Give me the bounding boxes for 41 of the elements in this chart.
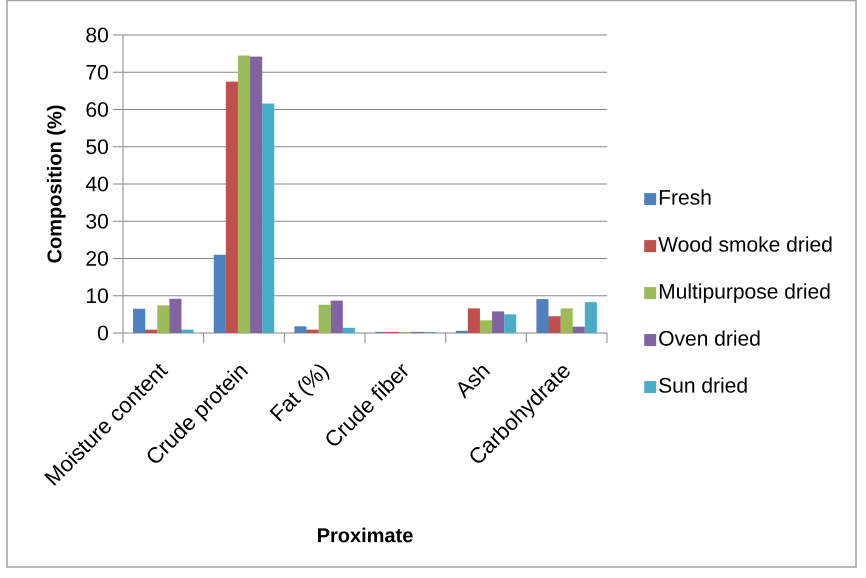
x-tick-label: Fat (%) [270, 364, 330, 422]
bar [250, 56, 262, 333]
bar [226, 82, 238, 333]
bar [492, 311, 504, 333]
y-axis-title: Composition (%) [46, 106, 66, 263]
bar [480, 320, 492, 333]
bar [181, 330, 194, 333]
y-tick-label: 20 [86, 251, 108, 266]
y-tick-label: 80 [86, 28, 108, 42]
bar [342, 328, 355, 333]
bar [504, 314, 516, 333]
y-tick-label: 60 [86, 102, 108, 117]
bar [560, 308, 573, 333]
bar [330, 300, 343, 333]
y-tick-label: 10 [87, 288, 108, 304]
legend-label: Wood smoke dried [658, 236, 832, 252]
bar [536, 299, 549, 333]
bar [169, 298, 182, 333]
y-tick-label: 70 [86, 64, 108, 80]
y-tick-label: 0 [98, 326, 108, 340]
y-tick-label: 40 [86, 176, 108, 192]
bar [318, 304, 331, 333]
bar [238, 55, 250, 333]
legend-label: Sun dried [659, 377, 747, 393]
bar [157, 305, 170, 333]
legend-label: Oven dried [659, 330, 760, 346]
x-axis-title: Proximate [318, 528, 413, 542]
legend-label: Fresh [660, 189, 711, 205]
bar [294, 326, 307, 333]
bar [584, 302, 597, 333]
bar [572, 326, 585, 333]
y-tick-label: 30 [86, 214, 108, 229]
legend-label: Multipurpose dried [660, 283, 830, 303]
bar [262, 104, 274, 333]
y-tick-label: 50 [86, 139, 108, 154]
bar [133, 308, 146, 333]
bar [214, 254, 226, 333]
bar [548, 316, 561, 333]
bar [468, 308, 480, 333]
bar [145, 330, 158, 333]
bar [306, 330, 319, 333]
